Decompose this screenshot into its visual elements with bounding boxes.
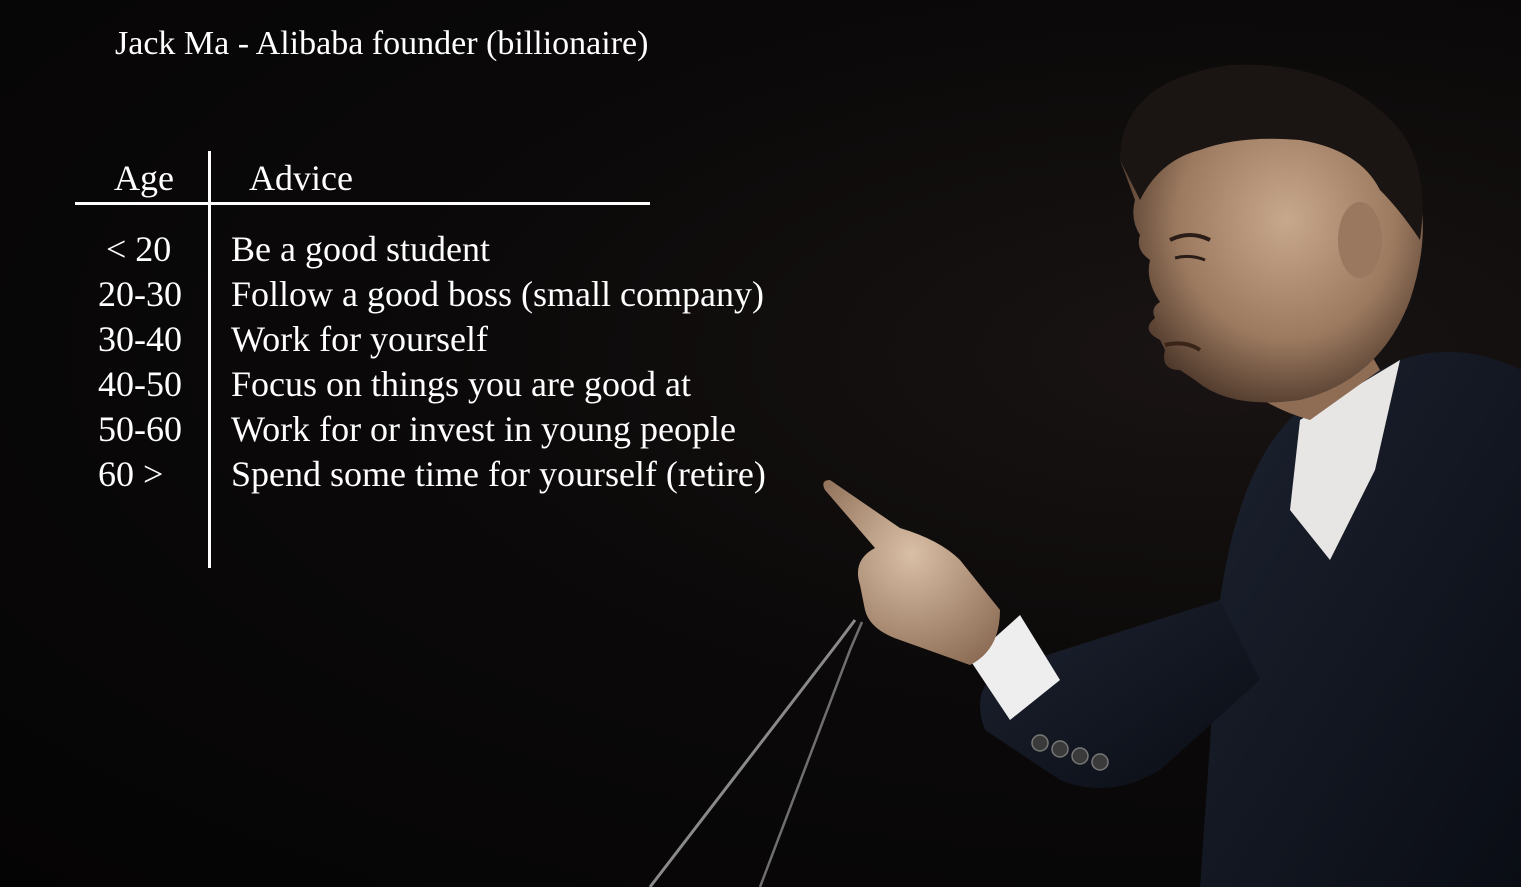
jacket	[1200, 352, 1521, 887]
table-row: 40-50 Focus on things you are good at	[0, 362, 800, 407]
advice-table-body: < 20 Be a good student 20-30 Follow a go…	[0, 227, 800, 497]
age-cell: 30-40	[98, 319, 182, 359]
speaker-photo	[648, 64, 1521, 887]
advice-cell: Spend some time for yourself (retire)	[231, 454, 766, 494]
age-cell: 50-60	[98, 409, 182, 449]
age-cell: 20-30	[98, 274, 182, 314]
sleeve-buttons	[1031, 734, 1109, 771]
advice-cell: Be a good student	[231, 229, 490, 269]
table-row: 20-30 Follow a good boss (small company)	[0, 272, 800, 317]
table-row: 60 > Spend some time for yourself (retir…	[0, 452, 800, 497]
advice-column-header: Advice	[249, 158, 353, 198]
advice-cell: Work for or invest in young people	[231, 409, 737, 449]
poster-title: Jack Ma - Alibaba founder (billionaire)	[115, 25, 649, 62]
microphone-stand	[648, 619, 864, 887]
table-column-divider	[208, 151, 211, 568]
table-header-divider	[75, 202, 650, 205]
age-column-header: Age	[114, 158, 174, 198]
age-cell: 40-50	[98, 364, 182, 404]
table-row: 50-60 Work for or invest in young people	[0, 407, 800, 452]
table-row: < 20 Be a good student	[0, 227, 800, 272]
table-row: 30-40 Work for yourself	[0, 317, 800, 362]
age-cell: 60 >	[98, 454, 164, 494]
jacket-sleeve	[980, 600, 1260, 788]
pointing-hand	[823, 480, 1000, 665]
advice-cell: Focus on things you are good at	[231, 364, 691, 404]
advice-cell: Work for yourself	[231, 319, 489, 359]
advice-cell: Follow a good boss (small company)	[231, 274, 764, 314]
speaker-hair	[1120, 64, 1423, 241]
age-cell: < 20	[106, 229, 172, 269]
